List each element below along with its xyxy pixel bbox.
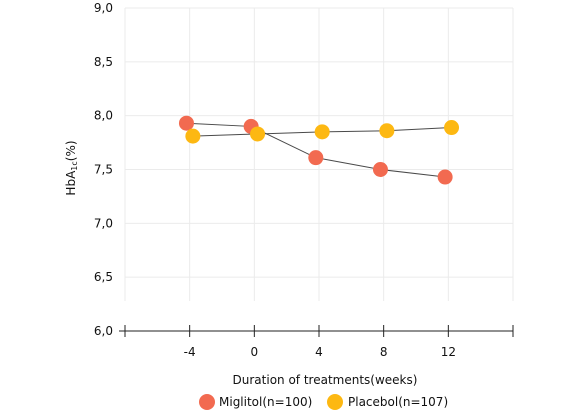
legend-marker-miglitol — [199, 394, 215, 410]
data-point-miglitol — [437, 169, 453, 185]
plot-area — [178, 115, 460, 185]
y-axis-title-sub: 1c — [70, 161, 79, 171]
legend: Miglitol(n=100) Placebol(n=107) — [199, 394, 448, 410]
y-tick-label: 6,5 — [94, 270, 113, 284]
y-axis-title-unit: (%) — [64, 140, 78, 161]
legend-item-miglitol: Miglitol(n=100) — [199, 394, 312, 410]
y-tick-label: 6,0 — [94, 324, 113, 338]
data-point-placebol — [250, 126, 266, 142]
y-tick-label: 8,0 — [94, 109, 113, 123]
grid — [124, 7, 514, 301]
y-tick-label: 7,5 — [94, 163, 113, 177]
x-tick-labels: -4 0 4 8 12 — [184, 345, 456, 359]
x-tick-label: 12 — [441, 345, 456, 359]
y-tick-label: 7,0 — [94, 216, 113, 230]
data-point-placebol — [379, 123, 395, 139]
legend-label-miglitol: Miglitol(n=100) — [219, 395, 312, 409]
data-point-miglitol — [308, 150, 324, 166]
y-tick-label: 9,0 — [94, 1, 113, 15]
data-point-placebol — [185, 128, 201, 144]
y-axis-title-main: HbA — [64, 170, 78, 196]
legend-label-placebol: Placebol(n=107) — [348, 395, 448, 409]
y-tick-labels: 6,0 6,5 7,0 7,5 8,0 8,5 9,0 — [94, 1, 113, 338]
x-tick-label: 8 — [380, 345, 388, 359]
data-point-miglitol — [178, 115, 194, 131]
y-axis-title: HbA1c(%) — [64, 140, 79, 195]
x-tick-label: 4 — [315, 345, 323, 359]
data-point-placebol — [444, 120, 460, 136]
x-axis-title: Duration of treatments(weeks) — [233, 373, 418, 387]
legend-item-placebol: Placebol(n=107) — [327, 394, 448, 410]
series-miglitol — [178, 115, 453, 185]
y-tick-label: 8,5 — [94, 55, 113, 69]
x-tick-label: 0 — [251, 345, 259, 359]
data-point-placebol — [314, 124, 330, 140]
x-tick-label: -4 — [184, 345, 196, 359]
axes: 6,0 6,5 7,0 7,5 8,0 8,5 9,0 -4 0 4 8 12 Duration o… — [64, 1, 514, 387]
data-point-miglitol — [372, 162, 388, 177]
legend-marker-placebol — [327, 394, 343, 410]
series-placebol — [185, 120, 460, 144]
